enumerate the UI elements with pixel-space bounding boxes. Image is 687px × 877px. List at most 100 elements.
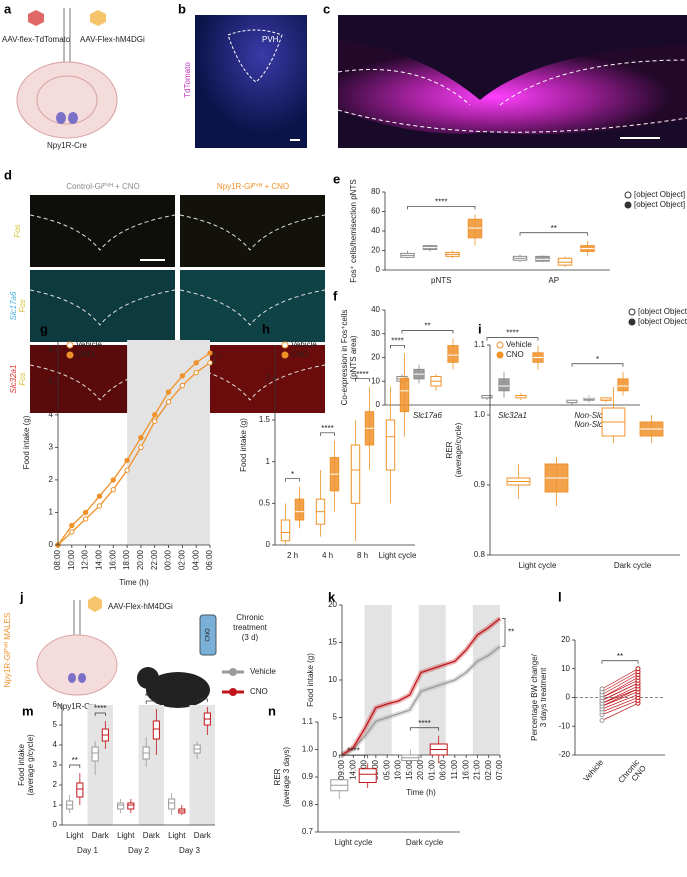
row-label: Fos (18, 372, 27, 385)
panel-label: h (262, 321, 270, 336)
y-tick-label: 1 (266, 457, 271, 466)
y-tick-label: 0 (566, 693, 571, 702)
y-tick-label: 15 (328, 638, 337, 647)
x-tick-label: pNTS (431, 276, 451, 285)
y-tick-label: 4 (49, 410, 54, 419)
side-label: Npy1R-Giᴾⱽᴴ MALES (3, 613, 12, 688)
y-tick-label: 0.8 (474, 550, 486, 559)
significance-bracket (401, 330, 454, 334)
significance-label: ** (424, 322, 430, 331)
y-tick-label: 20 (371, 246, 380, 255)
x-tick-label: Vehicle (582, 757, 606, 783)
panel-label: f (333, 288, 338, 303)
significance-label: **** (196, 690, 208, 699)
y-tick-label: 1.1 (302, 717, 314, 726)
y-tick-label: 5 (333, 713, 338, 722)
y-tick-label: 10 (328, 675, 337, 684)
x-tick-label: 01:00 (427, 759, 436, 780)
x-tick-label: 14:00 (348, 759, 357, 780)
micrograph (195, 15, 307, 148)
pair-line (601, 682, 639, 701)
significance-label: **** (506, 329, 518, 338)
row-label: Fos (13, 224, 22, 237)
point (193, 369, 199, 376)
point (138, 444, 144, 451)
point (82, 516, 89, 522)
significance-bracket (94, 712, 106, 716)
legend-label: [object Object] (638, 317, 687, 326)
y-tick-label: 1 (53, 800, 58, 809)
point (179, 382, 186, 389)
box (127, 802, 135, 810)
y-tick-label: 20 (328, 600, 337, 609)
injection-site (68, 112, 78, 124)
significance-label: **** (347, 746, 359, 755)
box (168, 798, 176, 810)
y-tick-label: 10 (561, 664, 570, 673)
significance-label: ** (551, 224, 557, 233)
y-tick-label: 5 (49, 377, 54, 386)
legend-label: Vehicle (506, 340, 532, 349)
panel-label: i (478, 321, 482, 336)
pair-line (601, 702, 639, 721)
legend-marker (281, 341, 289, 349)
treatment-label: (3 d) (242, 633, 259, 642)
significance-label: * (291, 470, 294, 479)
legend-label: CNO (76, 350, 94, 359)
point (96, 493, 103, 499)
x-tick-label: 12:00 (81, 549, 90, 570)
y-tick-label: 0 (49, 540, 54, 549)
significance-label: * (596, 355, 599, 364)
point (110, 486, 116, 493)
y-axis-title-group: Food intake (g) (306, 653, 315, 707)
dark-phase (418, 605, 446, 755)
region-outline (337, 59, 687, 106)
legend-label: CNO (506, 350, 524, 359)
virus-label: AAV-Flex-hM4DGi (108, 602, 173, 611)
x-tick-label: Light (168, 831, 186, 840)
x-tick-label: Dark (143, 831, 161, 840)
x-tick-label: 2 h (287, 551, 298, 560)
point (110, 477, 116, 483)
region-label: PVH (262, 35, 279, 44)
micrograph-signal (338, 40, 687, 135)
legend-label: [object Object] (634, 200, 685, 209)
y-tick-label: 3 (49, 442, 54, 451)
dark-phase (87, 705, 113, 825)
point (635, 666, 641, 672)
legend-marker (496, 351, 504, 359)
y-tick-label: 0.5 (259, 498, 271, 507)
panel-label: j (19, 589, 24, 604)
point (124, 467, 130, 473)
y-axis-title: Co-expression in Fos⁺cells (340, 310, 349, 406)
legend-marker (281, 351, 289, 359)
panel-c: c (323, 1, 687, 148)
y-axis-title: Percentage BW change/ (530, 653, 539, 740)
panel-label: e (333, 171, 340, 186)
significance-label: **** (94, 704, 106, 713)
hexagon-icon (28, 10, 44, 26)
significance-bracket (145, 700, 157, 704)
legend-label: Vehicle (76, 340, 102, 349)
y-tick-label: 0 (376, 265, 381, 274)
brain-schematic (16, 61, 118, 139)
y-tick-label: 1 (49, 508, 54, 517)
dark-phase (138, 705, 164, 825)
x-tick-label: 11:00 (450, 759, 459, 779)
point (207, 360, 213, 366)
x-tick-label: 05:00 (382, 759, 391, 780)
y-tick-label: 3 (53, 760, 58, 769)
point (165, 399, 172, 405)
column-header: Npy1R-Giᴾⱽᴴ + CNO (217, 182, 289, 191)
y-tick-label: -10 (558, 721, 570, 730)
legend-marker (628, 308, 636, 316)
x-tick-label: Non-Slc32a1 (574, 420, 620, 429)
box (385, 419, 396, 471)
y-tick-label: 1.0 (302, 745, 314, 754)
legend-marker (624, 201, 632, 209)
panel-label: c (323, 1, 330, 16)
y-tick-label: 2 (53, 780, 58, 789)
y-axis-title: (average g/cycle) (26, 734, 35, 796)
panel-label: g (40, 321, 48, 336)
point (124, 457, 130, 464)
